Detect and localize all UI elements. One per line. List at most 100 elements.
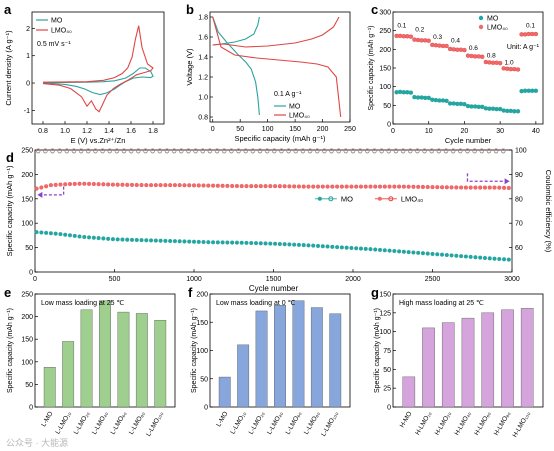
panel-g-title: High mass loading at 25 ℃ — [399, 300, 484, 307]
panel-d-point-lmo-capacity — [382, 184, 387, 189]
panel-d-point-mo-capacity — [115, 237, 120, 242]
panel-d-point-lmo-capacity — [444, 185, 449, 190]
panel-c-point — [505, 66, 510, 71]
panel-d-arrowhead-left — [37, 191, 43, 198]
panel-c-point — [501, 108, 506, 113]
panel-d-point-lmo-ce — [250, 148, 256, 153]
panel-d-point-mo-capacity — [444, 252, 449, 258]
panel-c-point — [408, 34, 414, 39]
panel-d-point-mo-capacity — [48, 231, 53, 236]
panel-d-point-lmo-ce — [236, 148, 241, 153]
panel-b-xtick-label: 0 — [211, 126, 215, 133]
panel-d-point-lmo-capacity — [58, 182, 63, 187]
panel-c-legend-marker — [478, 24, 484, 30]
panel-d-point-lmo-ce — [322, 148, 327, 153]
panel-d-point-mo-capacity — [110, 237, 115, 242]
panel-c-point — [451, 101, 456, 106]
panel-d-point-lmo-capacity — [191, 183, 197, 188]
panel-c-point — [405, 90, 410, 95]
panel-c-ytick-label: 0 — [387, 122, 391, 129]
panel-d-point-lmo-capacity — [454, 185, 459, 190]
panel-c-point — [497, 60, 503, 66]
panel-d-point-mo-capacity — [253, 241, 259, 246]
panel-e-category-label: L-LMO₄₀ — [91, 410, 110, 436]
panel-d-point-lmo-capacity — [39, 185, 44, 190]
panel-d-point-mo-capacity — [473, 255, 478, 260]
panel-c-point — [490, 106, 496, 111]
panel-d-point-mo-capacity — [311, 243, 316, 248]
panel-c-point — [462, 102, 467, 107]
panel-d-point-lmo-capacity — [153, 183, 158, 188]
panel-d-point-lmo-capacity — [430, 185, 435, 190]
panel-c-legend-marker — [478, 15, 484, 21]
panel-b-ytick-label: 0.8 — [198, 115, 208, 122]
panel-d-arrowhead-right — [504, 178, 510, 185]
panel-label-b: b — [186, 2, 194, 17]
panel-d-point-lmo-capacity — [497, 185, 502, 190]
panel-d-point-lmo-capacity — [411, 184, 416, 189]
panel-b-ytick-label: 1.4 — [198, 55, 208, 62]
panel-d-point-lmo-capacity — [482, 185, 488, 190]
panel-d-point-lmo-ce — [207, 148, 213, 153]
panel-b-series-line-1 — [212, 16, 260, 116]
panel-d-point-lmo-capacity — [87, 181, 92, 186]
panel-d-point-lmo-capacity — [330, 184, 335, 189]
panel-c-rate-label: 1.0 — [505, 59, 514, 66]
panel-d-point-lmo-ce — [372, 148, 377, 153]
panel-d-point-lmo-ce — [200, 148, 205, 153]
panel-d-point-lmo-ce — [314, 148, 320, 153]
panel-d-point-lmo-ce — [386, 148, 392, 153]
panel-f-bar — [329, 313, 342, 408]
panel-g-ytick-label: 0 — [387, 405, 391, 412]
panel-d-point-mo-capacity — [411, 250, 416, 255]
panel-label-f: f — [188, 285, 193, 300]
panel-g-bar — [461, 317, 475, 408]
panel-g-ytick-label: 25 — [383, 386, 391, 393]
panel-d-xtick-label: 0 — [33, 276, 37, 283]
panel-d-point-lmo-capacity — [397, 184, 402, 189]
panel-label-a: a — [4, 2, 12, 17]
panel-e-bar — [62, 341, 75, 408]
panel-d-point-lmo-ce — [243, 148, 248, 153]
panel-d-point-mo-capacity — [363, 246, 368, 251]
panel-c-point — [515, 109, 521, 114]
panel-d-point-mo-capacity — [58, 232, 63, 237]
panel-d-xtick-label: 2000 — [345, 276, 361, 283]
panel-c-point — [494, 60, 499, 65]
panel-c-point — [430, 42, 435, 48]
panel-d-point-mo-capacity — [449, 253, 454, 258]
panel-d-point-lmo-capacity — [134, 182, 139, 188]
panel-d-ytick-label: 0 — [29, 270, 33, 277]
panel-d-point-mo-capacity — [468, 254, 473, 259]
panel-f-bar — [255, 310, 268, 408]
panel-c-rate-label: 0.3 — [433, 34, 442, 41]
panel-d-point-mo-capacity — [358, 246, 364, 251]
panel-a-ytick-label: 1 — [26, 53, 30, 60]
panel-d-point-lmo-capacity — [349, 184, 354, 189]
panel-c-point — [508, 108, 514, 114]
panel-d-point-lmo-ce — [264, 148, 270, 153]
panel-d-point-mo-capacity — [234, 240, 239, 245]
panel-c-point — [469, 53, 474, 59]
panel-b-ytick-label: 1.8 — [198, 15, 208, 22]
panel-g-category-label: H-LMO₁₀ — [414, 410, 433, 436]
panel-d-point-lmo-capacity — [215, 183, 220, 188]
panel-d-point-lmo-capacity — [344, 184, 349, 189]
panel-c-rate-label: 0.1 — [397, 23, 406, 30]
panel-g-category-label: H-LMO₄₀ — [454, 410, 473, 437]
panel-d-point-lmo-capacity — [501, 185, 507, 190]
panel-d-point-mo-capacity — [430, 251, 435, 256]
panel-e-bar — [154, 320, 167, 408]
watermark: 公众号 · 大能源 — [6, 438, 68, 448]
panel-d-point-mo-capacity — [487, 256, 492, 261]
panel-c-point — [483, 59, 489, 65]
panel-a-series-line-1 — [42, 25, 154, 113]
panel-d-point-lmo-capacity — [82, 181, 87, 186]
panel-d-point-lmo-capacity — [387, 184, 392, 189]
panel-c-point — [533, 31, 539, 37]
panel-d-point-lmo-ce — [107, 148, 112, 153]
panel-d-point-lmo-ce — [493, 148, 499, 153]
panel-d-point-lmo-ce — [307, 148, 313, 153]
panel-c-xtick-label: 0 — [391, 128, 395, 135]
panel-b-legend-label: MO — [289, 104, 301, 111]
